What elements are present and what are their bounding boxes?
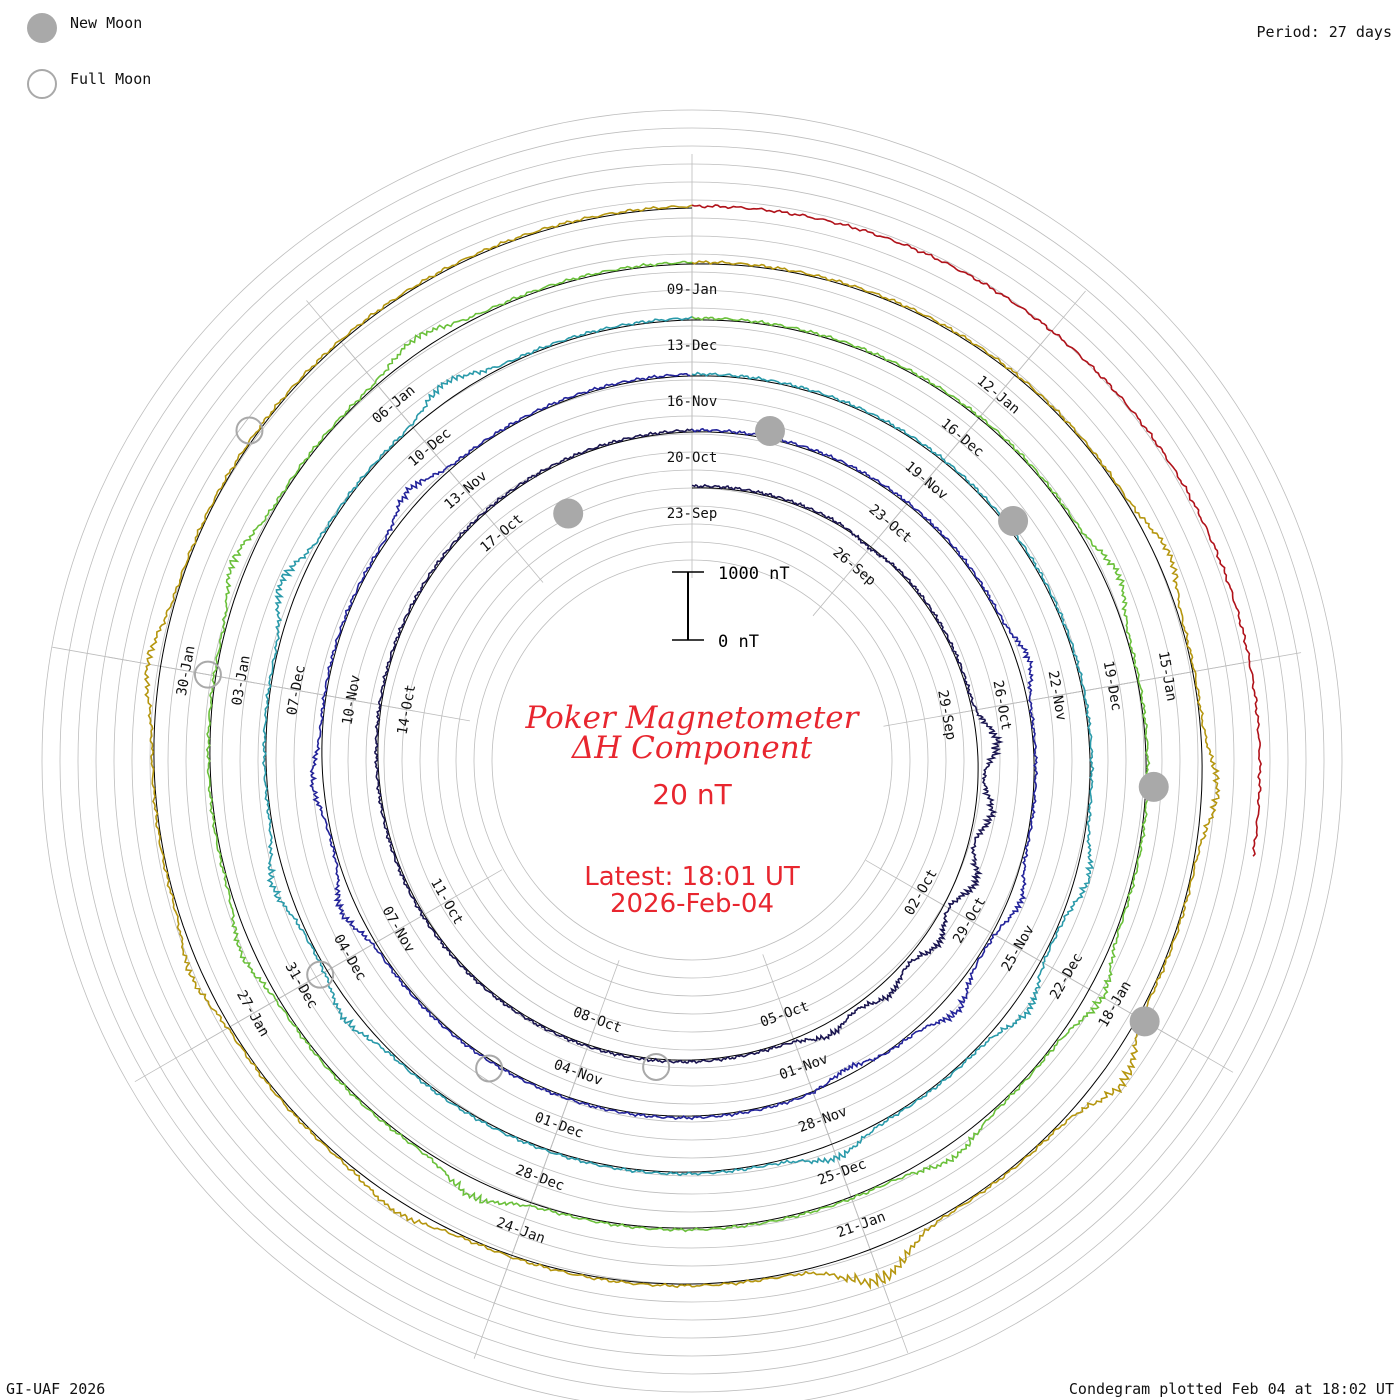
- footer-credit: GI-UAF 2026: [6, 1380, 106, 1398]
- full-moon-legend-label: Full Moon: [70, 70, 152, 88]
- date-label-9: 20-Oct: [667, 450, 718, 466]
- date-label-10: 23-Oct: [866, 502, 915, 547]
- date-label-11: 26-Oct: [989, 679, 1014, 732]
- new-moon-marker-1: [754, 416, 785, 447]
- date-label-29: 19-Dec: [1100, 660, 1125, 713]
- date-label-17: 13-Nov: [441, 468, 490, 513]
- grid-spoke-43: [52, 646, 250, 683]
- date-label-5: 08-Oct: [571, 1004, 624, 1036]
- scale-bar-bottom-label: 0 nT: [718, 632, 759, 652]
- series-rotation-2: [309, 373, 1039, 1121]
- grid-spoke-35: [306, 300, 436, 455]
- date-label-2: 29-Sep: [934, 689, 959, 742]
- date-label-42: 27-Jan: [233, 988, 272, 1040]
- full-moon-legend-icon: [27, 69, 57, 99]
- chart-subtitle: ΔH Component: [571, 730, 813, 766]
- latest-date-label: 2026-Feb-04: [610, 889, 774, 919]
- series-rotation-5: [143, 204, 1221, 1290]
- date-label-30: 22-Dec: [1047, 950, 1086, 1002]
- scale-bar: 1000 nT 0 nT: [672, 564, 790, 652]
- date-label-0: 23-Sep: [667, 506, 718, 522]
- resolution-label: 20 nT: [652, 778, 732, 811]
- moon-markers: [193, 416, 1169, 1083]
- latest-time-label: Latest: 18:01 UT: [584, 862, 800, 892]
- grid-spoke-41: [473, 1170, 543, 1359]
- series-rotation-3: [261, 315, 1095, 1177]
- date-label-25: 07-Dec: [284, 664, 309, 717]
- full-moon-marker-0: [642, 1052, 671, 1081]
- grid-spoke-40: [838, 1164, 909, 1353]
- series-rotation-6: [691, 204, 1262, 857]
- grid-circle-24: [59, 127, 1325, 1393]
- date-label-18: 16-Nov: [667, 394, 718, 410]
- date-label-3: 02-Oct: [902, 866, 941, 918]
- grid-circle-23: [77, 145, 1307, 1375]
- full-moon-marker-2: [306, 960, 335, 989]
- full-moon-marker-3: [193, 660, 222, 689]
- grid-circle-25: [41, 109, 1343, 1400]
- date-label-32: 28-Dec: [513, 1162, 566, 1194]
- date-label-40: 21-Jan: [835, 1209, 888, 1241]
- new-moon-marker-3: [1138, 771, 1169, 802]
- new-moon-legend-label: New Moon: [70, 14, 143, 32]
- full-moon-marker-1: [475, 1054, 504, 1083]
- new-moon-legend-icon: [27, 13, 57, 43]
- date-label-36: 09-Jan: [667, 282, 718, 298]
- date-label-41: 24-Jan: [494, 1215, 547, 1247]
- date-label-34: 03-Jan: [229, 654, 254, 707]
- date-label-15: 07-Nov: [379, 904, 418, 956]
- date-label-38: 15-Jan: [1155, 650, 1180, 703]
- grid-spoke-42: [134, 981, 309, 1083]
- data-series-group: [143, 204, 1262, 1290]
- date-label-16: 10-Nov: [339, 674, 364, 727]
- date-label-27: 13-Dec: [667, 338, 718, 354]
- chart-title-block: Poker Magnetometer ΔH Component 20 nT La…: [525, 700, 861, 919]
- series-rotation-1: [373, 428, 1004, 1065]
- new-moon-marker-2: [998, 505, 1029, 536]
- date-label-19: 19-Nov: [902, 459, 951, 504]
- scale-bar-top-label: 1000 nT: [718, 564, 790, 584]
- chart-title: Poker Magnetometer: [525, 700, 861, 736]
- date-label-28: 16-Dec: [938, 416, 987, 461]
- date-label-7: 14-Oct: [395, 683, 420, 736]
- date-label-23: 01-Dec: [532, 1109, 585, 1141]
- full-moon-marker-4: [235, 416, 264, 445]
- date-label-22: 28-Nov: [796, 1104, 849, 1136]
- new-moon-marker-4: [1129, 1006, 1160, 1037]
- date-label-39: 18-Jan: [1096, 978, 1135, 1030]
- grid-spoke-37: [956, 290, 1086, 445]
- period-label: Period: 27 days: [1256, 23, 1392, 41]
- date-label-6: 11-Oct: [427, 876, 466, 928]
- footer-plotted: Condegram plotted Feb 04 at 18:02 UT: [1068, 1380, 1394, 1398]
- date-label-26: 10-Dec: [405, 425, 454, 470]
- new-moon-marker-0: [553, 498, 584, 529]
- grid-spoke-38: [1104, 652, 1302, 688]
- series-rotation-4: [205, 260, 1151, 1233]
